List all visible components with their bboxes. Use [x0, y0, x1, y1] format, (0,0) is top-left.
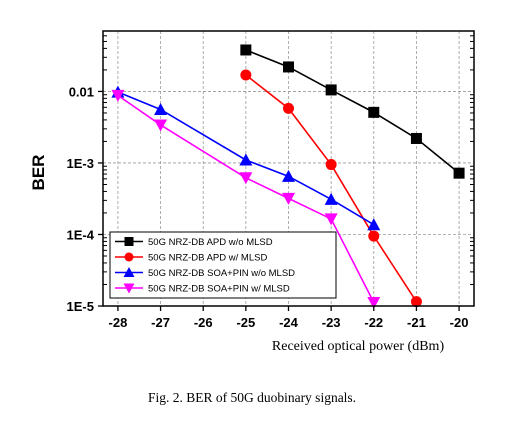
x-tick-label: -24 [279, 315, 299, 330]
data-point [124, 252, 134, 262]
data-point [123, 267, 135, 277]
data-point [410, 296, 422, 308]
data-point [154, 102, 168, 115]
x-tick-label: -21 [407, 315, 426, 330]
data-point [282, 169, 295, 182]
x-axis-label: Received optical power (dBm) [272, 339, 445, 354]
data-point [123, 283, 135, 294]
data-point [239, 172, 253, 185]
data-point [325, 159, 337, 171]
figure-caption: Fig. 2. BER of 50G duobinary signals. [148, 390, 356, 405]
data-point [324, 192, 338, 205]
data-point [453, 167, 465, 179]
legend-entry: 50G NRZ-DB SOA+PIN w/ MLSD [148, 284, 290, 295]
x-tick-label: -20 [450, 315, 469, 330]
y-axis-label: BER [29, 155, 48, 191]
data-point [368, 106, 380, 118]
data-point [367, 296, 381, 309]
y-tick-label: 1E-4 [67, 227, 95, 242]
series-group [240, 44, 465, 179]
y-tick-label: 1E-3 [67, 156, 94, 171]
y-tick-label: 0.01 [69, 84, 94, 99]
series-line [117, 94, 375, 303]
series-line [245, 49, 460, 174]
x-tick-label: -22 [364, 315, 383, 330]
data-point [282, 192, 295, 205]
series-group [240, 69, 422, 308]
data-point [154, 119, 168, 132]
data-point [283, 61, 294, 73]
x-tick-label: -28 [109, 315, 128, 330]
x-tick-label: -23 [322, 315, 341, 330]
data-point [124, 237, 134, 246]
data-point [240, 69, 252, 81]
x-tick-label: -27 [151, 315, 170, 330]
data-point [325, 84, 337, 96]
legend-entry: 50G NRZ-DB SOA+PIN w/o MLSD [148, 268, 295, 279]
legend-entry: 50G NRZ-DB APD w/ MLSD [148, 253, 267, 264]
legend: 50G NRZ-DB APD w/o MLSD 50G NRZ-DB APD w/… [109, 231, 337, 299]
data-point [410, 132, 422, 144]
x-tick-label: -26 [194, 315, 213, 330]
series-line [117, 91, 375, 226]
data-point [368, 230, 380, 242]
data-point [240, 44, 252, 56]
legend-box [109, 231, 337, 299]
y-tick-label: 1E-5 [67, 299, 94, 314]
data-point [324, 213, 338, 226]
data-point [367, 218, 381, 231]
series-layer [111, 44, 465, 309]
series-group [111, 89, 381, 309]
data-point [239, 153, 253, 166]
axis-ticks: -28 -27 -26 -25 -24 -23 -22 -21 -20 0.01 1E-3 1E-4 1… [67, 30, 474, 330]
legend-entry: 50G NRZ-DB APD w/o MLSD [148, 237, 273, 248]
x-tick-label: -25 [236, 315, 255, 330]
data-point [111, 89, 125, 102]
data-point [283, 102, 294, 114]
